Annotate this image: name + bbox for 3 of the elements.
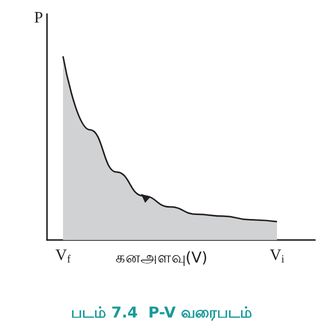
y-axis-title: P [34,10,44,26]
x-axis-title: கனஅளவு(V) [116,248,208,266]
text: படம் 7.4 P-V வரைபடம் [71,304,252,322]
